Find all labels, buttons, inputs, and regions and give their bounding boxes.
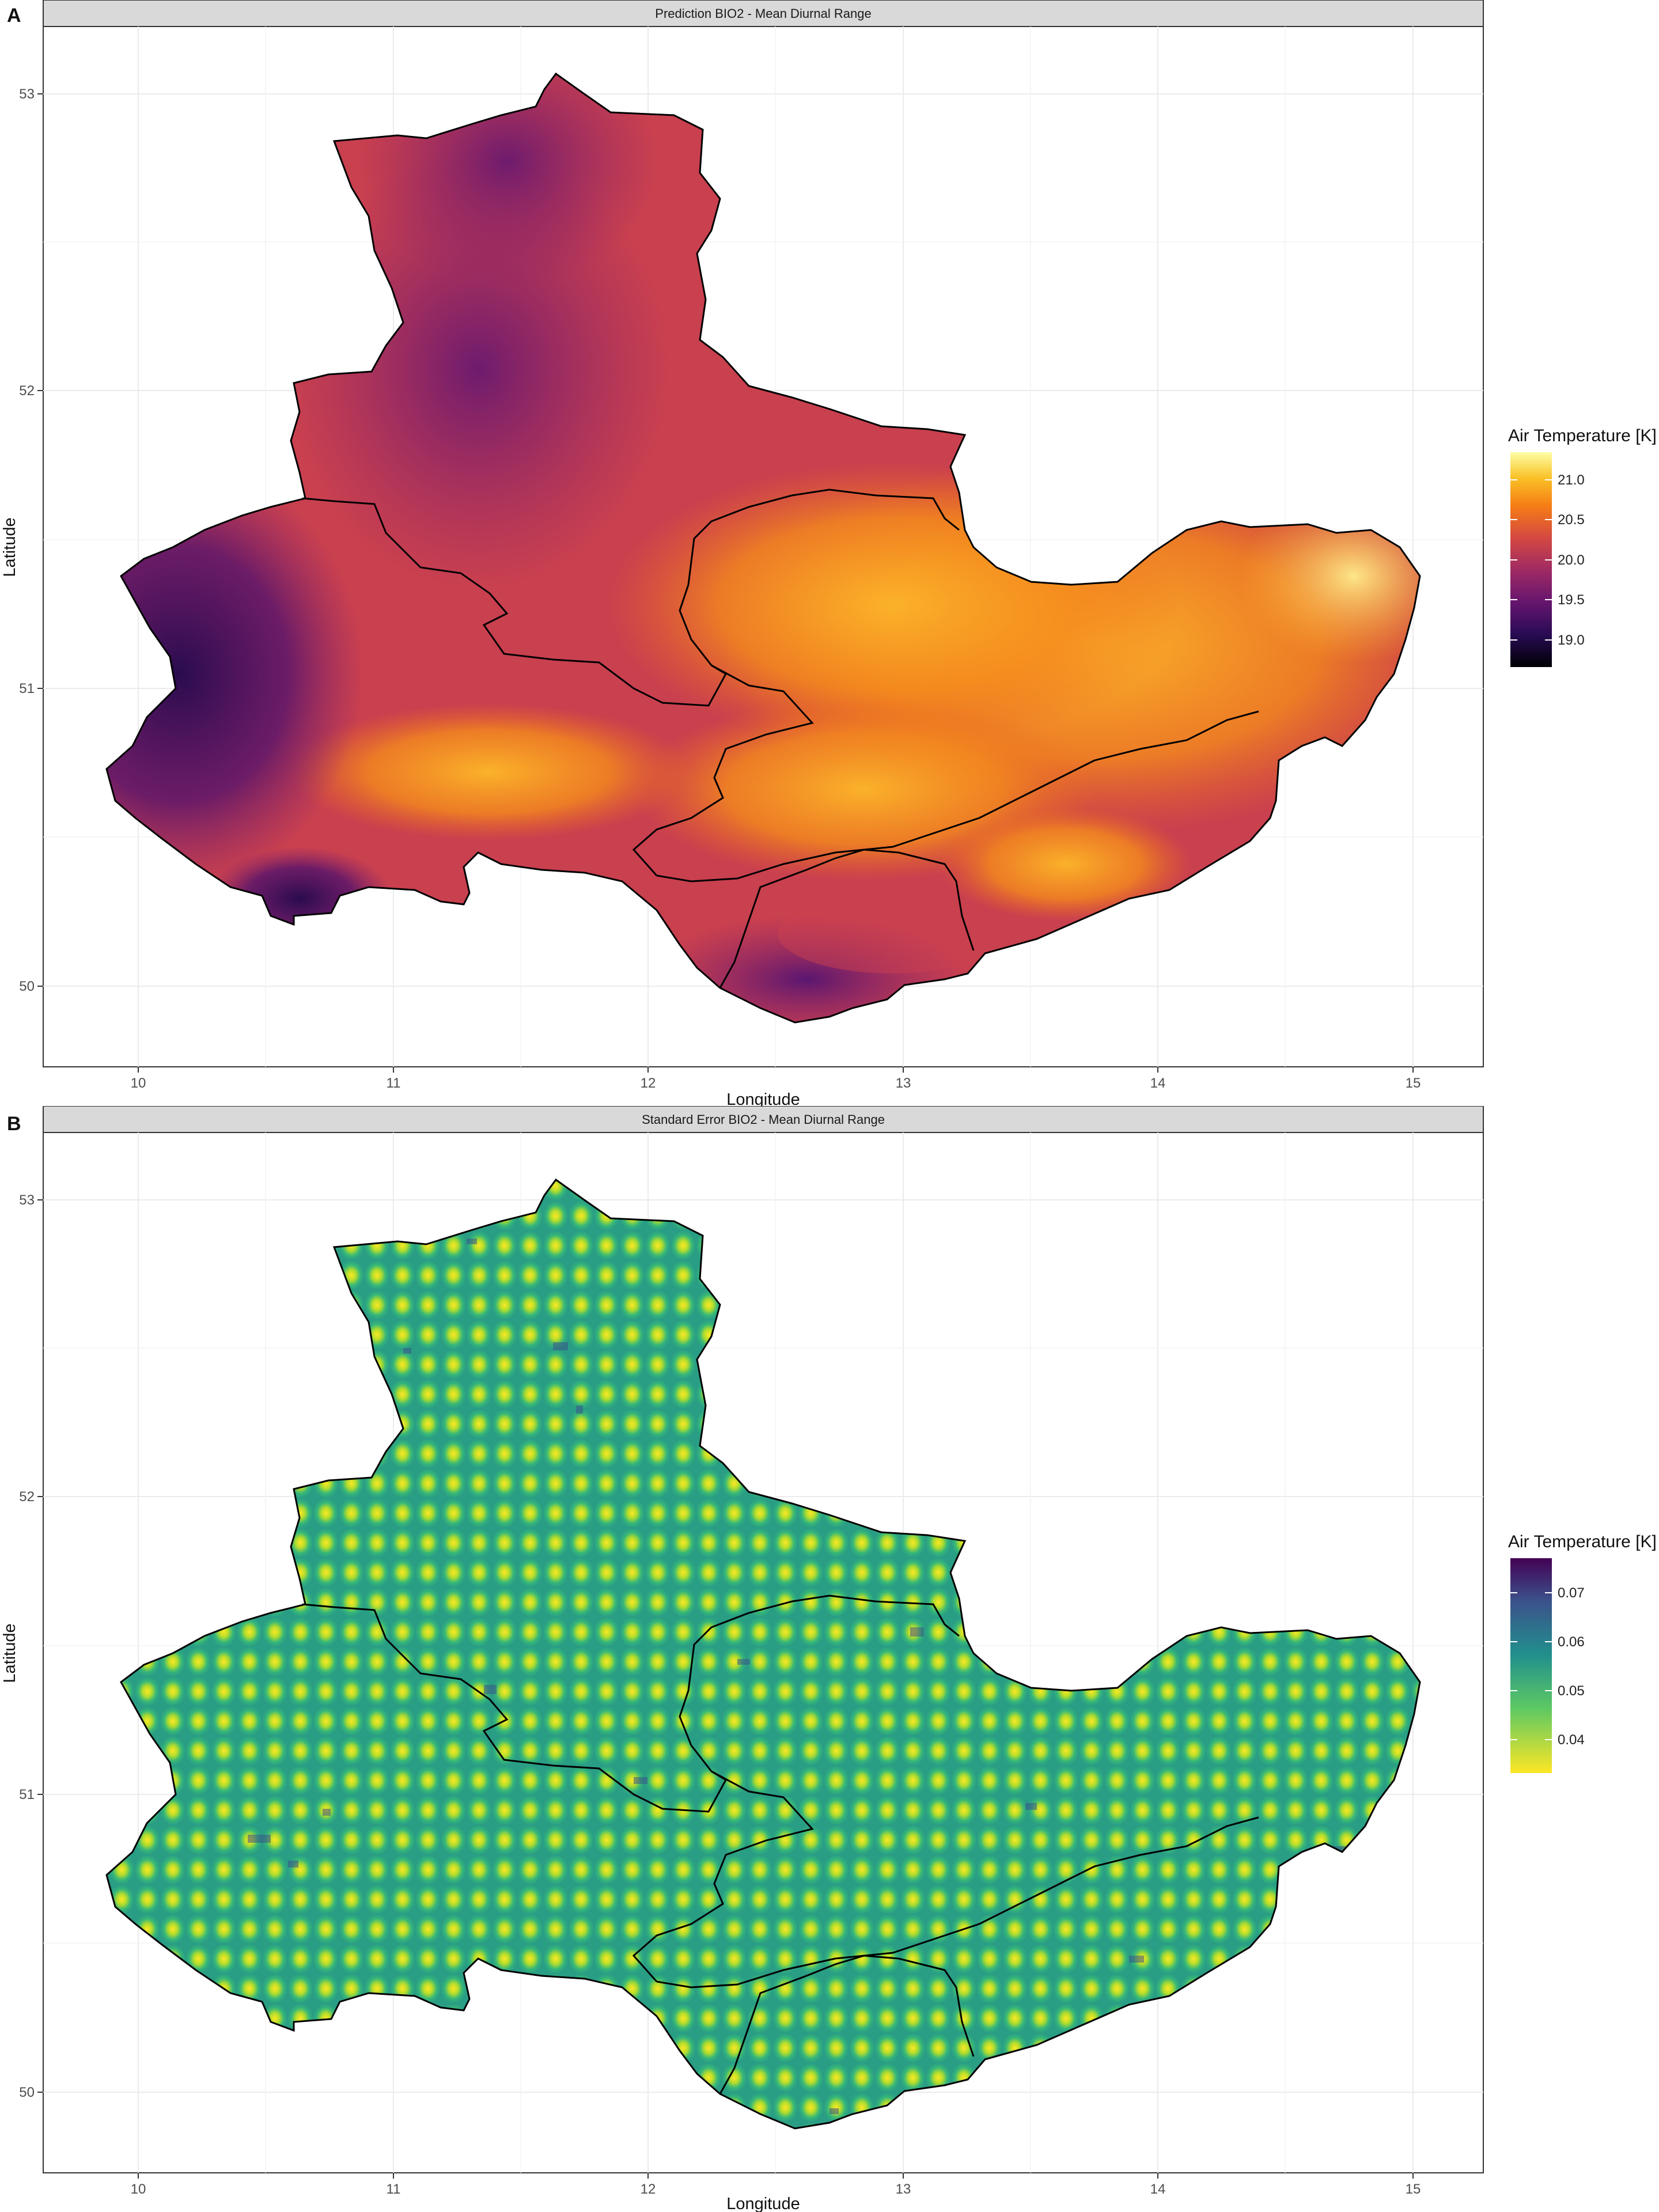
panel-a-x-axis: 10 11 12 13 14 15 Longitude <box>131 1067 1421 1106</box>
panel-b-letter: B <box>7 1113 21 1135</box>
panel-a-x-tick: 12 <box>641 1075 656 1091</box>
panel-a-y-axis-title: Latitude <box>1 517 19 577</box>
panel-b-y-axis: 53 52 51 50 Latitude <box>1 1192 43 2100</box>
panel-a-y-tick: 51 <box>19 681 35 696</box>
panel-b-legend-tick: 0.07 <box>1558 1585 1585 1601</box>
panel-a-legend-tick: 21.0 <box>1558 472 1585 488</box>
panel-b-x-tick: 11 <box>387 2181 401 2197</box>
panel-a-legend: Air Temperature [K] 21.0 20.5 20.0 19.5 … <box>1508 426 1657 667</box>
panel-b-legend-tick: 0.05 <box>1558 1683 1585 1699</box>
panel-a-y-tick: 53 <box>19 86 35 102</box>
panel-b-x-tick: 14 <box>1150 2181 1166 2197</box>
panel-b-y-tick: 53 <box>19 1192 35 1208</box>
panel-a-x-tick: 11 <box>387 1075 401 1091</box>
panel-a-x-tick: 14 <box>1150 1075 1166 1091</box>
map-panel-a: Prediction BIO2 - Mean Diurnal Range <box>1 0 1657 1106</box>
panel-b-legend: Air Temperature [K] 0.07 0.06 0.05 0.04 <box>1508 1532 1657 1773</box>
panel-a-legend-tick: 20.5 <box>1558 512 1585 528</box>
panel-b-y-axis-title: Latitude <box>1 1623 19 1683</box>
panel-b-strip-title: Standard Error BIO2 - Mean Diurnal Range <box>642 1112 885 1127</box>
panel-a-x-axis-title: Longitude <box>726 1090 800 1106</box>
panel-b-region-borders <box>105 1178 1421 2130</box>
panel-b-x-tick: 13 <box>896 2181 911 2197</box>
panel-b-y-tick: 50 <box>19 2085 35 2100</box>
map-panel-b: Standard Error BIO2 - Mean Diurnal Range <box>1 1106 1657 2212</box>
panel-a-region-borders <box>105 72 1421 1024</box>
panel-b-legend-tick: 0.04 <box>1558 1732 1585 1748</box>
panel-a-x-tick: 10 <box>131 1075 146 1091</box>
panel-a-y-axis: 53 52 51 50 Latitude <box>1 86 43 994</box>
panel-b-x-axis: 10 11 12 13 14 15 Longitude <box>131 2173 1421 2212</box>
panel-b-colorbar <box>1510 1558 1552 1773</box>
panel-b-x-tick: 10 <box>131 2181 146 2197</box>
panel-a-letter: A <box>7 5 21 26</box>
panel-a-x-tick: 13 <box>896 1075 911 1091</box>
panel-a-legend-tick: 19.5 <box>1558 592 1585 608</box>
panel-b-legend-title: Air Temperature [K] <box>1508 1532 1657 1551</box>
panel-a-strip-title: Prediction BIO2 - Mean Diurnal Range <box>655 6 871 21</box>
panel-b-x-tick: 15 <box>1406 2181 1421 2197</box>
panel-a-y-tick: 52 <box>19 383 35 399</box>
panel-b-y-tick: 52 <box>19 1489 35 1505</box>
panel-b-y-tick: 51 <box>19 1787 35 1802</box>
panel-b-x-axis-title: Longitude <box>726 2195 800 2212</box>
panel-a-x-tick: 15 <box>1406 1075 1421 1091</box>
panel-b-legend-tick: 0.06 <box>1558 1634 1585 1650</box>
panel-a-legend-title: Air Temperature [K] <box>1508 426 1657 445</box>
panel-b-x-tick: 12 <box>641 2181 656 2197</box>
panel-a-legend-tick: 20.0 <box>1558 552 1585 568</box>
panel-a-y-tick: 50 <box>19 979 35 994</box>
panel-a-legend-tick: 19.0 <box>1558 632 1585 648</box>
